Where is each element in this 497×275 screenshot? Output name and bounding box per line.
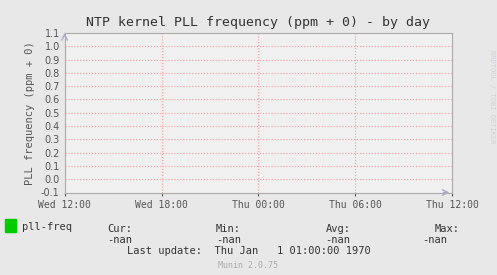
Text: Min:: Min: [216, 224, 241, 234]
Text: -nan: -nan [107, 235, 132, 245]
Text: pll-freq: pll-freq [22, 222, 73, 232]
Text: Max:: Max: [435, 224, 460, 234]
Text: Cur:: Cur: [107, 224, 132, 234]
Text: Last update:  Thu Jan   1 01:00:00 1970: Last update: Thu Jan 1 01:00:00 1970 [127, 246, 370, 256]
Text: RRDTOOL / TOBI OETIKER: RRDTOOL / TOBI OETIKER [489, 50, 495, 143]
Text: -nan: -nan [326, 235, 350, 245]
Text: -nan: -nan [422, 235, 447, 245]
Y-axis label: PLL frequency (ppm + 0): PLL frequency (ppm + 0) [25, 41, 35, 185]
Text: Munin 2.0.75: Munin 2.0.75 [219, 261, 278, 270]
Title: NTP kernel PLL frequency (ppm + 0) - by day: NTP kernel PLL frequency (ppm + 0) - by … [86, 16, 430, 29]
Text: Avg:: Avg: [326, 224, 350, 234]
Text: -nan: -nan [216, 235, 241, 245]
